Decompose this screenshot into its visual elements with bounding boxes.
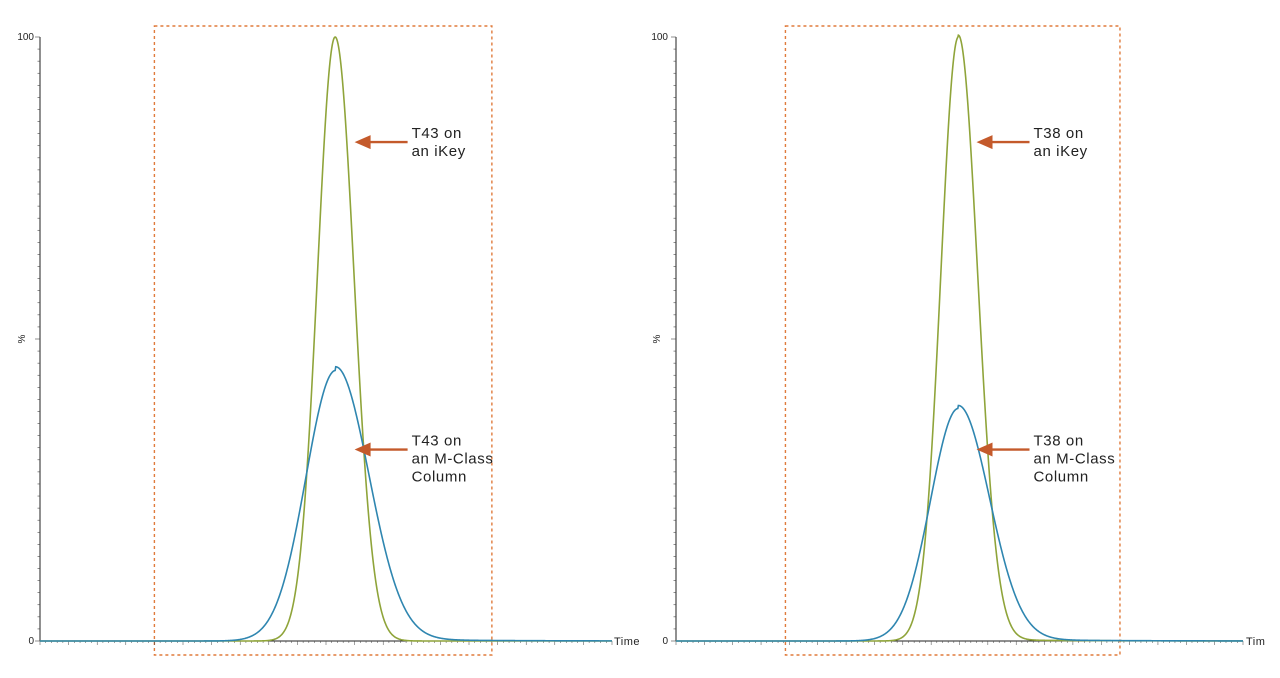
y-axis-label: % [652,334,663,343]
highlight-box [784,25,1121,656]
annotation-label-line: an iKey [412,143,466,160]
y-tick-label: 100 [651,32,668,43]
annotation-label-line: an iKey [1034,143,1088,160]
annotation-label-line: T38 on [1034,433,1084,450]
y-axis-label: % [17,334,28,343]
series-line-0 [40,36,612,642]
annotation-arrow-head [354,442,371,457]
annotation-label-line: Column [1034,469,1089,486]
y-tick-label: 0 [662,636,668,647]
series-line-1 [40,365,612,642]
highlight-box [153,25,493,656]
annotation-label-line: T38 on [1034,125,1084,142]
annotation-arrow-head [976,135,993,150]
annotation-arrow-head [354,135,371,150]
annotation-label-line: an M-Class [1034,451,1116,468]
x-axis-label: Tim [1246,636,1265,648]
annotation-arrow-head [976,442,993,457]
y-tick-label: 100 [17,32,34,43]
x-axis-label: Time [614,636,640,648]
annotation-label-line: Column [412,469,467,486]
series-line-0 [676,34,1243,642]
annotation-label-line: T43 on [412,433,462,450]
annotation-label-line: an M-Class [412,451,494,468]
annotation-label-line: T43 on [412,125,462,142]
y-tick-label: 0 [28,636,34,647]
series-line-1 [676,404,1243,642]
